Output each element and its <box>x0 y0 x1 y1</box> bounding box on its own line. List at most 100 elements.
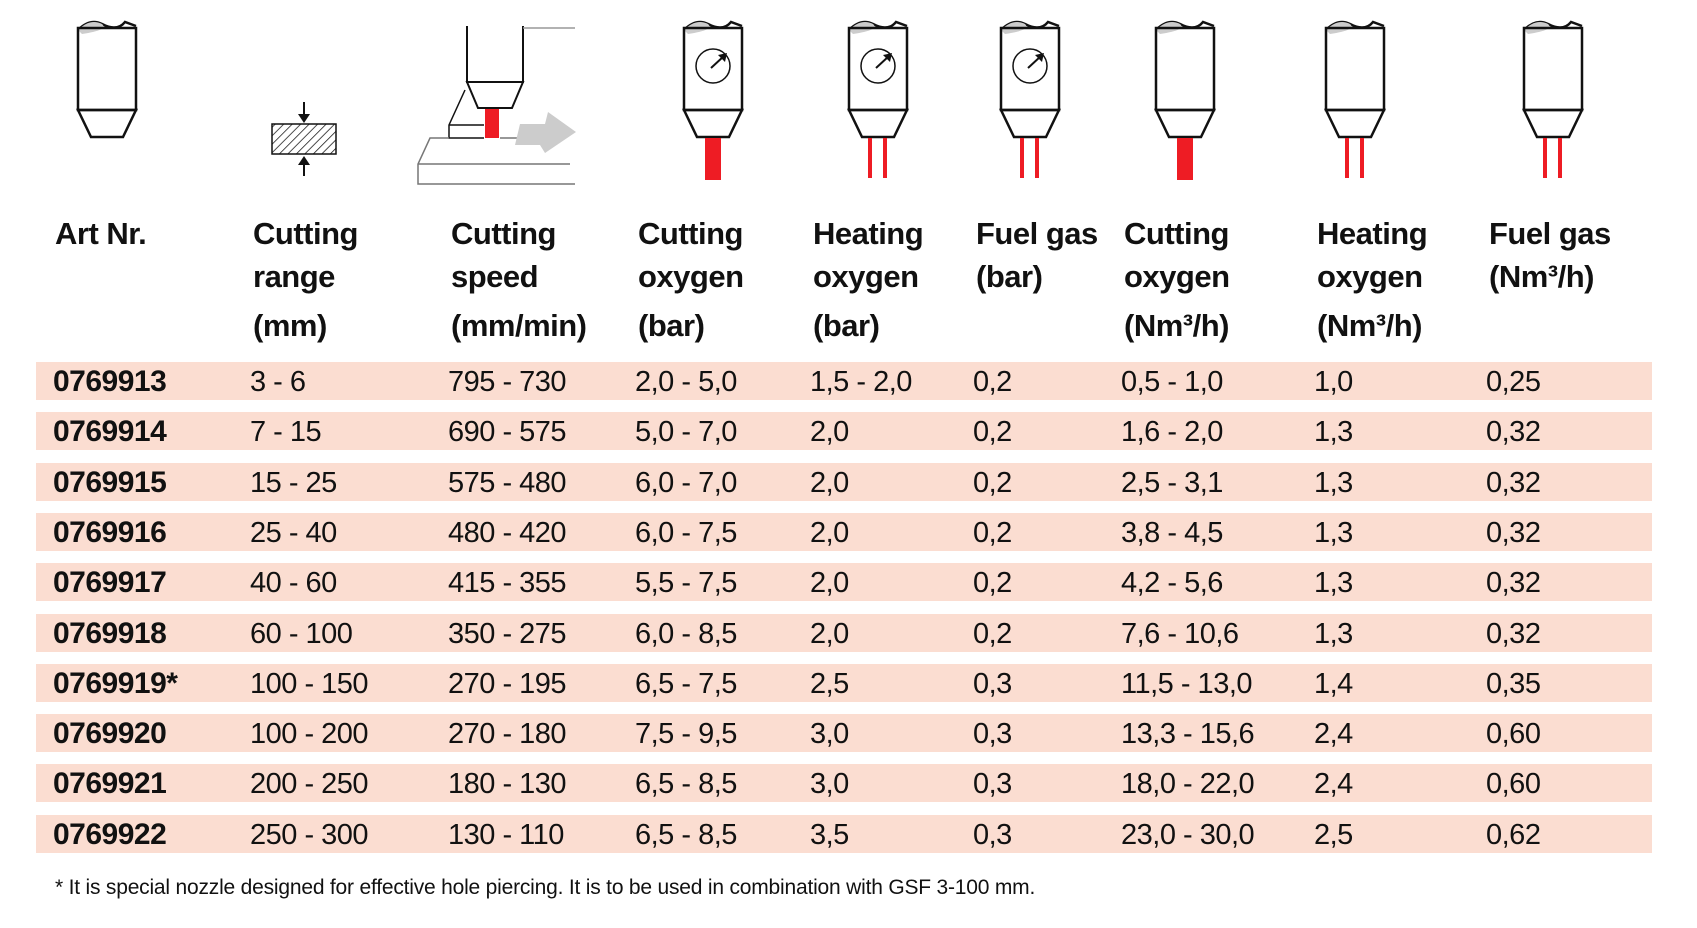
column-header: Heating oxygen (Nm³/h) <box>1317 212 1428 347</box>
table-cell: 11,5 - 13,0 <box>1121 667 1253 700</box>
table-row <box>36 362 1652 400</box>
table-row <box>36 412 1652 451</box>
table-cell: 270 - 195 <box>448 667 567 700</box>
column-header: Cutting oxygen (Nm³/h) <box>1124 212 1230 347</box>
table-row <box>36 714 1652 753</box>
art-nr-cell: 0769917 <box>53 566 167 600</box>
table-row <box>36 814 1652 853</box>
table-cell: 0,2 <box>973 567 1012 600</box>
table-cell: 0,60 <box>1486 718 1541 751</box>
table-cell: 350 - 275 <box>448 617 567 650</box>
table-cell: 3 - 6 <box>250 366 306 398</box>
table-cell: 1,6 - 2,0 <box>1121 416 1223 449</box>
table-cell: 0,2 <box>973 366 1012 398</box>
header-line <box>976 304 1098 347</box>
header-line: (bar) <box>638 308 705 343</box>
table-cell: 1,3 <box>1314 567 1353 600</box>
table-cell: 0,2 <box>973 617 1012 650</box>
table-cell: 2,5 - 3,1 <box>1121 466 1223 499</box>
cutting-speed-icon <box>417 26 576 185</box>
header-line: (Nm³/h) <box>1124 308 1229 343</box>
art-nr-cell: 0769913 <box>53 365 167 398</box>
table-cell: 2,5 <box>810 667 849 700</box>
table-row <box>36 462 1652 501</box>
header-line <box>1489 304 1611 347</box>
table-cell: 6,0 - 7,0 <box>635 466 737 499</box>
header-line: oxygen <box>638 259 744 294</box>
table-cell: 0,2 <box>973 416 1012 449</box>
table-row <box>36 663 1652 702</box>
table-cell: 0,3 <box>973 667 1012 700</box>
table-cell: 1,4 <box>1314 667 1353 700</box>
art-nr-cell: 0769916 <box>53 515 167 549</box>
table-cell: 6,5 - 8,5 <box>635 818 737 851</box>
art-nr-cell: 0769915 <box>53 465 167 499</box>
table-cell: 0,3 <box>973 818 1012 851</box>
table-cell: 0,3 <box>973 768 1012 801</box>
table-cell: 7,6 - 10,6 <box>1121 617 1239 650</box>
column-header: Heating oxygen (bar) <box>813 212 924 347</box>
heating-oxygen-flow-icon <box>1324 20 1386 178</box>
table-cell: 795 - 730 <box>448 366 567 398</box>
header-line: (mm/min) <box>451 308 587 343</box>
header-line: (Nm³/h) <box>1317 308 1422 343</box>
art-nr-cell: 0769921 <box>53 767 167 801</box>
table-cell: 0,32 <box>1486 416 1541 449</box>
art-nr-cell: 0769922 <box>53 817 167 851</box>
table-cell: 0,5 - 1,0 <box>1121 366 1223 398</box>
column-header: Art Nr. <box>55 212 147 347</box>
header-line: oxygen <box>1124 259 1230 294</box>
art-nr-cell: 0769920 <box>53 717 167 751</box>
fuel-gas-flow-icon <box>1522 20 1584 178</box>
table-cell: 130 - 110 <box>448 818 564 851</box>
table-cell: 5,5 - 7,5 <box>635 567 737 600</box>
table-cell: 2,0 <box>810 416 849 449</box>
header-line: Cutting <box>451 216 556 251</box>
table-cell: 1,3 <box>1314 516 1353 549</box>
table-cell: 6,0 - 7,5 <box>635 516 737 549</box>
column-header: Fuel gas (Nm³/h) <box>1489 212 1611 347</box>
table-cell: 6,0 - 8,5 <box>635 617 737 650</box>
table-cell: 0,32 <box>1486 466 1541 499</box>
header-line: Cutting <box>1124 216 1229 251</box>
table-cell: 1,5 - 2,0 <box>810 366 912 398</box>
column-header: Fuel gas (bar) <box>976 212 1098 347</box>
art-nr-cell: 0769919* <box>53 666 178 700</box>
table-cell: 575 - 480 <box>448 466 567 499</box>
table-cell: 5,0 - 7,0 <box>635 416 737 449</box>
table-cell: 0,2 <box>973 516 1012 549</box>
table-cell: 100 - 150 <box>250 667 369 700</box>
table-cell: 690 - 575 <box>448 416 567 449</box>
column-header: Cutting oxygen (bar) <box>638 212 744 347</box>
header-line: (Nm³/h) <box>1489 259 1594 294</box>
heating-oxygen-pressure-icon <box>847 20 909 178</box>
header-line: Heating <box>1317 216 1428 251</box>
header-line: (bar) <box>813 308 880 343</box>
header-line: Heating <box>813 216 924 251</box>
header-line: Fuel gas <box>1489 216 1611 251</box>
table-cell: 1,3 <box>1314 466 1353 499</box>
table-cell: 180 - 130 <box>448 768 567 801</box>
table-cell: 1,3 <box>1314 617 1353 650</box>
table-cell: 3,5 <box>810 818 849 851</box>
table-cell: 415 - 355 <box>448 567 567 600</box>
header-line <box>55 255 146 298</box>
table-cell: 3,0 <box>810 768 849 801</box>
header-line: (bar) <box>976 259 1043 294</box>
table-cell: 2,0 <box>810 617 849 650</box>
header-line: Art Nr. <box>55 216 147 251</box>
table-cell: 2,0 <box>810 567 849 600</box>
header-line: (mm) <box>253 308 327 343</box>
header-line: speed <box>451 259 539 294</box>
table-cell: 18,0 - 22,0 <box>1121 768 1255 801</box>
cutting-oxygen-pressure-icon <box>682 20 744 180</box>
table-cell: 2,0 <box>810 466 849 499</box>
table-cell: 2,4 <box>1314 718 1353 751</box>
header-line: range <box>253 259 335 294</box>
header-line: oxygen <box>1317 259 1423 294</box>
table-cell: 100 - 200 <box>250 718 369 751</box>
table-cell: 0,35 <box>1486 667 1541 700</box>
table-cell: 6,5 - 7,5 <box>635 667 737 700</box>
table-cell: 3,8 - 4,5 <box>1121 516 1223 549</box>
